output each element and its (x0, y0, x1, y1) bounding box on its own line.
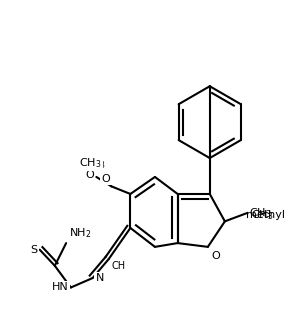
Text: CH$_3$: CH$_3$ (79, 156, 102, 170)
Text: CH$_3$: CH$_3$ (251, 208, 274, 222)
Text: NH$_2$: NH$_2$ (69, 226, 92, 240)
Text: O: O (101, 174, 110, 184)
Text: S: S (31, 245, 38, 255)
Text: O: O (86, 170, 95, 180)
Text: CH$_3$: CH$_3$ (83, 157, 106, 171)
Text: N: N (95, 273, 104, 283)
Text: HN: HN (52, 282, 69, 293)
Text: CH: CH (112, 261, 126, 271)
Text: CH$_3$: CH$_3$ (249, 206, 272, 220)
Text: O: O (212, 251, 221, 261)
Text: methyl: methyl (246, 210, 285, 220)
